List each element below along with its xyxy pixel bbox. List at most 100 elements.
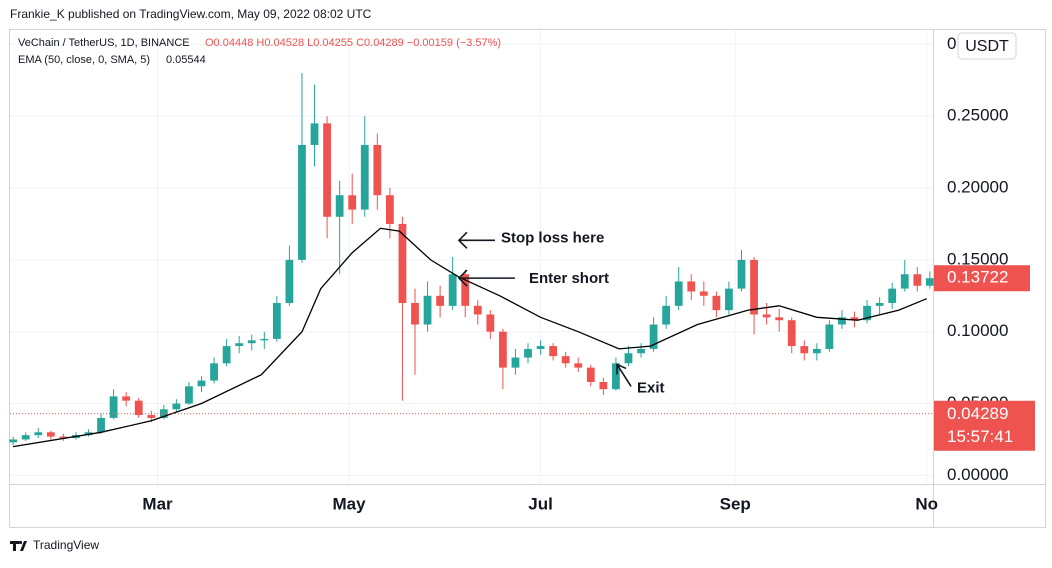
y-tick-label: 0.00000 <box>947 465 1008 484</box>
candle-body <box>9 439 18 443</box>
candle-body <box>185 386 193 404</box>
candle-body <box>360 144 369 210</box>
annotation-arrow <box>616 363 632 387</box>
candle-body <box>473 305 482 315</box>
last-price-label: 0.13722 <box>947 268 1008 287</box>
candle-body <box>825 324 834 349</box>
candle-body <box>499 331 507 368</box>
candle-body <box>599 381 608 390</box>
candle-body <box>348 195 357 210</box>
current-price-label: 0.04289 <box>947 404 1008 423</box>
candle-body <box>210 363 218 381</box>
candle-body <box>323 123 331 217</box>
annotation: Enter short <box>529 270 609 287</box>
x-tick-label: Mar <box>142 494 173 513</box>
candle-body <box>913 274 922 286</box>
frame <box>9 29 1046 528</box>
y-tick-label: 0.25000 <box>947 106 1008 125</box>
candle-body <box>863 305 871 321</box>
y-tick-label: 0.15000 <box>947 249 1008 268</box>
candle-body <box>373 144 382 196</box>
candle-body <box>750 259 758 315</box>
candle-body <box>448 274 457 306</box>
candle-body <box>235 343 244 347</box>
annotation-arrow <box>457 231 495 249</box>
grid <box>10 30 933 484</box>
candle-body <box>637 348 645 354</box>
candle-body <box>699 291 708 296</box>
candle-body <box>649 324 658 349</box>
candle-body <box>536 346 545 349</box>
candle-body <box>812 348 821 354</box>
candle-body <box>561 356 570 364</box>
candle-body <box>423 295 432 325</box>
candle-body <box>725 288 733 311</box>
countdown-label: 15:57:41 <box>947 427 1013 446</box>
marks <box>9 73 934 448</box>
candle-body <box>247 340 256 344</box>
brand: TradingView <box>33 538 99 552</box>
candle-body <box>888 288 897 303</box>
candle-body <box>712 295 721 311</box>
candle-body <box>875 302 884 306</box>
candle-body <box>134 400 143 416</box>
candle-body <box>549 346 558 357</box>
candle-body <box>59 436 68 439</box>
candle-body <box>298 144 306 260</box>
candle-body <box>147 415 156 418</box>
labels: 0.000000.050000.100000.150000.200000.250… <box>142 34 1035 513</box>
candle-body <box>586 367 595 382</box>
y-tick-label: 0.10000 <box>947 321 1008 340</box>
ema-line <box>12 227 927 448</box>
candle-body <box>674 281 683 306</box>
candle-body <box>385 195 394 224</box>
tv-logo <box>10 540 27 551</box>
candle-body <box>838 317 846 325</box>
x-tick-label: No <box>915 494 938 513</box>
candle-body <box>662 305 671 325</box>
candle-body <box>574 363 583 368</box>
candle-body <box>197 380 206 387</box>
last-price-box <box>934 265 1030 292</box>
annotation: Exit <box>637 379 665 396</box>
currency-box[interactable] <box>957 32 1017 60</box>
indicator: EMA (50, close, 0, SMA, 5) <box>18 54 150 66</box>
candle-body <box>850 317 859 321</box>
candle-body <box>398 223 407 303</box>
candle-body <box>900 274 909 289</box>
ohlc-text: O0.04448 H0.04528 L0.04255 C0.04289 −0.0… <box>205 37 501 49</box>
candle-body <box>787 320 796 347</box>
candle-body <box>775 317 784 321</box>
x-tick-label: May <box>333 494 367 513</box>
candle-body <box>624 353 633 364</box>
candle-body <box>335 195 344 217</box>
publisher: Frankie_K published on TradingView.com, … <box>10 7 372 21</box>
y-tick-label: 0 <box>947 34 956 53</box>
candle-body <box>310 123 319 145</box>
annotation: Stop loss here <box>501 229 604 246</box>
candle-body <box>411 302 419 325</box>
currency[interactable]: USDT <box>965 38 1009 55</box>
candle-body <box>524 348 532 358</box>
annotation-arrow <box>457 269 515 287</box>
candle-body <box>687 281 696 292</box>
candle-body <box>436 295 444 306</box>
candle-body <box>122 396 131 401</box>
candle-body <box>34 432 43 436</box>
candle-body <box>800 346 809 354</box>
x-tick-label: Jul <box>528 494 553 513</box>
candle-body <box>737 259 746 289</box>
candle-body <box>612 363 620 390</box>
x-tick-label: Sep <box>720 494 751 513</box>
candle-body <box>46 432 55 437</box>
candle-body <box>109 396 118 418</box>
candle-body <box>222 346 231 364</box>
candle-body <box>97 417 105 433</box>
candle-body <box>285 259 294 303</box>
current-price-box <box>934 400 1035 451</box>
indicator-value: 0.05544 <box>166 54 206 66</box>
candle-body <box>762 314 771 318</box>
candle-body <box>486 314 495 332</box>
